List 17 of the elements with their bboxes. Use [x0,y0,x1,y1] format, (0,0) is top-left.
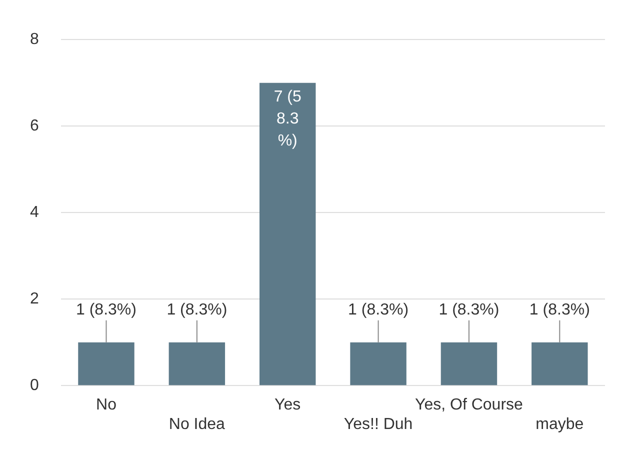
data-label: 1 (8.3%) [529,301,590,318]
x-tick-label: maybe [536,416,584,433]
y-tick-label: 4 [30,204,39,222]
data-label: 1 (8.3%) [166,301,228,318]
y-tick-label: 6 [30,118,39,135]
x-tick-label: Yes, Of Course [415,396,524,414]
data-label: 1 (8.3%) [438,301,500,318]
data-label: 7 (58.3%) [274,88,302,150]
x-tick-label: Yes!! Duh [344,416,413,433]
data-label: 1 (8.3%) [348,301,409,318]
y-tick-label: 2 [30,290,39,308]
data-label: 1 (8.3%) [76,301,136,318]
x-tick-label: Yes [274,396,301,414]
x-tick-label: No [96,396,117,414]
y-tick-label: 0 [30,377,39,394]
y-tick-label: 8 [30,31,39,48]
x-tick-label: No Idea [168,416,226,433]
